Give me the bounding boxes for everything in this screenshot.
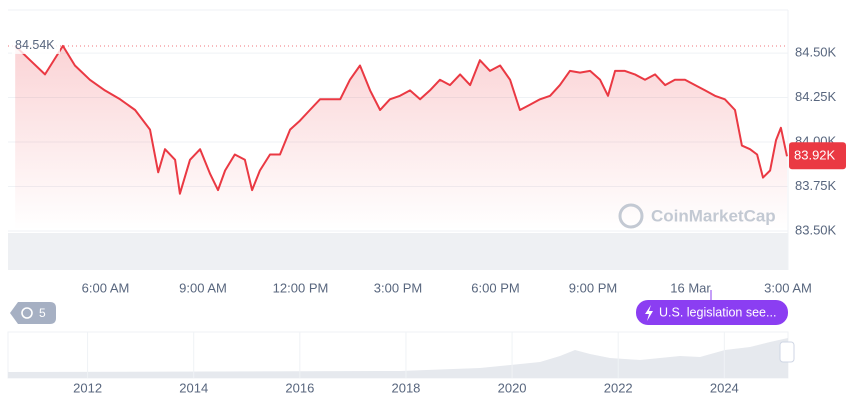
navigator-tick-label: 2018 [391, 380, 420, 395]
reference-label: 84.54K [15, 38, 55, 52]
current-price-label: 83.92K [794, 148, 836, 163]
navigator-tick-label: 2020 [498, 380, 527, 395]
navigator-area [8, 338, 788, 378]
x-tick-label: 9:00 AM [179, 280, 227, 295]
history-badge[interactable]: 5 [10, 302, 56, 324]
event-text: U.S. legislation see... [659, 305, 776, 319]
y-tick-label: 84.50K [795, 45, 837, 60]
x-tick-label: 16 Mar [670, 280, 711, 295]
navigator-tick-label: 2012 [73, 380, 102, 395]
y-tick-label: 83.75K [795, 178, 837, 193]
history-count: 5 [39, 306, 46, 320]
navigator-tick-label: 2014 [179, 380, 208, 395]
current-price-bg [789, 142, 846, 170]
watermark-logo [618, 203, 644, 229]
x-tick-label: 6:00 AM [82, 280, 130, 295]
watermark: CoinMarketCap [618, 203, 776, 229]
y-tick-label: 83.50K [795, 222, 837, 237]
area [15, 45, 788, 231]
history-badge-bg[interactable] [10, 302, 56, 324]
event-icon [645, 305, 653, 321]
navigator-tick-label: 2022 [604, 380, 633, 395]
watermark-text: CoinMarketCap [651, 206, 776, 225]
x-tick-label: 6:00 PM [471, 280, 519, 295]
event-badge[interactable]: U.S. legislation see... [636, 290, 788, 325]
navigator-handle[interactable] [779, 341, 795, 363]
x-tick-label: 3:00 PM [374, 280, 422, 295]
reference-label-bg [12, 36, 60, 54]
volume-area [8, 233, 788, 270]
event-badge-bg[interactable] [636, 300, 788, 325]
navigator-tick-label: 2016 [285, 380, 314, 395]
x-tick-label: 9:00 PM [569, 280, 617, 295]
x-tick-label: 12:00 PM [273, 280, 329, 295]
x-tick-label: 3:00 AM [764, 280, 812, 295]
line [14, 44, 788, 195]
navigator-tick-label: 2024 [710, 380, 739, 395]
y-tick-label: 84.25K [795, 89, 837, 104]
history-icon [21, 307, 33, 319]
